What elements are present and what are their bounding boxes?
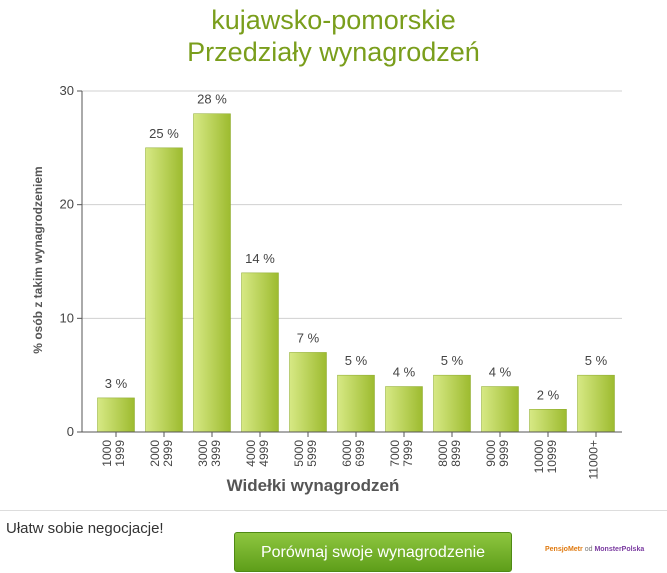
x-tick-label: 9999 xyxy=(497,440,511,467)
bar-value-label: 4 % xyxy=(489,365,512,380)
bar-value-label: 5 % xyxy=(585,353,608,368)
bar-value-label: 2 % xyxy=(537,387,560,402)
x-tick-label: 8000 xyxy=(436,440,450,467)
x-tick-label: 11000+ xyxy=(587,440,601,480)
x-tick-label: 7000 xyxy=(388,440,402,467)
x-tick-label: 3999 xyxy=(209,440,223,467)
bar xyxy=(289,352,327,433)
brand-mid: od xyxy=(584,546,593,553)
y-tick-label: 30 xyxy=(60,83,74,98)
x-tick-label: 2000 xyxy=(148,440,162,467)
x-tick-label: 4000 xyxy=(244,440,258,467)
bar xyxy=(193,113,231,433)
x-axis-label: Widełki wynagrodzeń xyxy=(227,476,400,495)
y-tick-label: 20 xyxy=(60,197,74,212)
bar xyxy=(97,397,135,433)
x-tick-label: 9000 xyxy=(484,440,498,467)
x-tick-label: 5000 xyxy=(292,440,306,467)
bar xyxy=(385,386,423,433)
bar-value-label: 5 % xyxy=(441,353,464,368)
chart-title: kujawsko-pomorskie xyxy=(211,5,456,35)
bar-value-label: 5 % xyxy=(345,353,368,368)
footer-prompt: Ułatw sobie negocjacje! xyxy=(6,520,164,537)
x-tick-label: 1000 xyxy=(100,440,114,467)
x-tick-label: 6999 xyxy=(353,440,367,467)
x-tick-label: 2999 xyxy=(161,440,175,467)
y-axis-label: % osób z takim wynagrodzeniem xyxy=(31,166,45,353)
bar-value-label: 28 % xyxy=(197,92,227,107)
x-tick-label: 4999 xyxy=(257,440,271,467)
x-tick-label: 1999 xyxy=(113,440,127,467)
x-tick-label: 7999 xyxy=(401,440,415,467)
bar-value-label: 4 % xyxy=(393,365,416,380)
bar-chart: 0 10 20 30 3 % 25 % 28 % 14 % 7 % 5 % 4 % 5 % 4 % 2 … xyxy=(31,83,622,495)
y-tick-label: 10 xyxy=(60,310,74,325)
brand-part1: PensjoMetr xyxy=(545,546,583,553)
bar xyxy=(145,147,183,433)
bar xyxy=(529,409,567,433)
brand-part2: MonsterPolska xyxy=(594,546,645,553)
bar xyxy=(481,386,519,433)
bar-value-label: 3 % xyxy=(105,376,128,391)
y-tick-label: 0 xyxy=(67,424,74,439)
bar xyxy=(577,374,615,433)
x-tick-label: 6000 xyxy=(340,440,354,467)
bar-value-label: 7 % xyxy=(297,330,320,345)
x-tick-label: 8999 xyxy=(449,440,463,467)
x-tick-label: 10999 xyxy=(545,440,559,474)
compare-salary-button[interactable]: Porównaj swoje wynagrodzenie xyxy=(234,532,512,572)
x-tick-label: 5999 xyxy=(305,440,319,467)
x-tick-label: 10000 xyxy=(532,440,546,474)
bar xyxy=(337,374,375,433)
bar xyxy=(433,374,471,433)
bar-value-label: 14 % xyxy=(245,251,275,266)
chart-subtitle: Przedziały wynagrodzeń xyxy=(187,37,480,67)
x-tick-label: 3000 xyxy=(196,440,210,467)
footer-divider xyxy=(0,510,667,511)
brand-logo[interactable]: PensjoMetr od MonsterPolska xyxy=(545,546,644,553)
bar-value-label: 25 % xyxy=(149,126,179,141)
bar xyxy=(241,272,279,433)
